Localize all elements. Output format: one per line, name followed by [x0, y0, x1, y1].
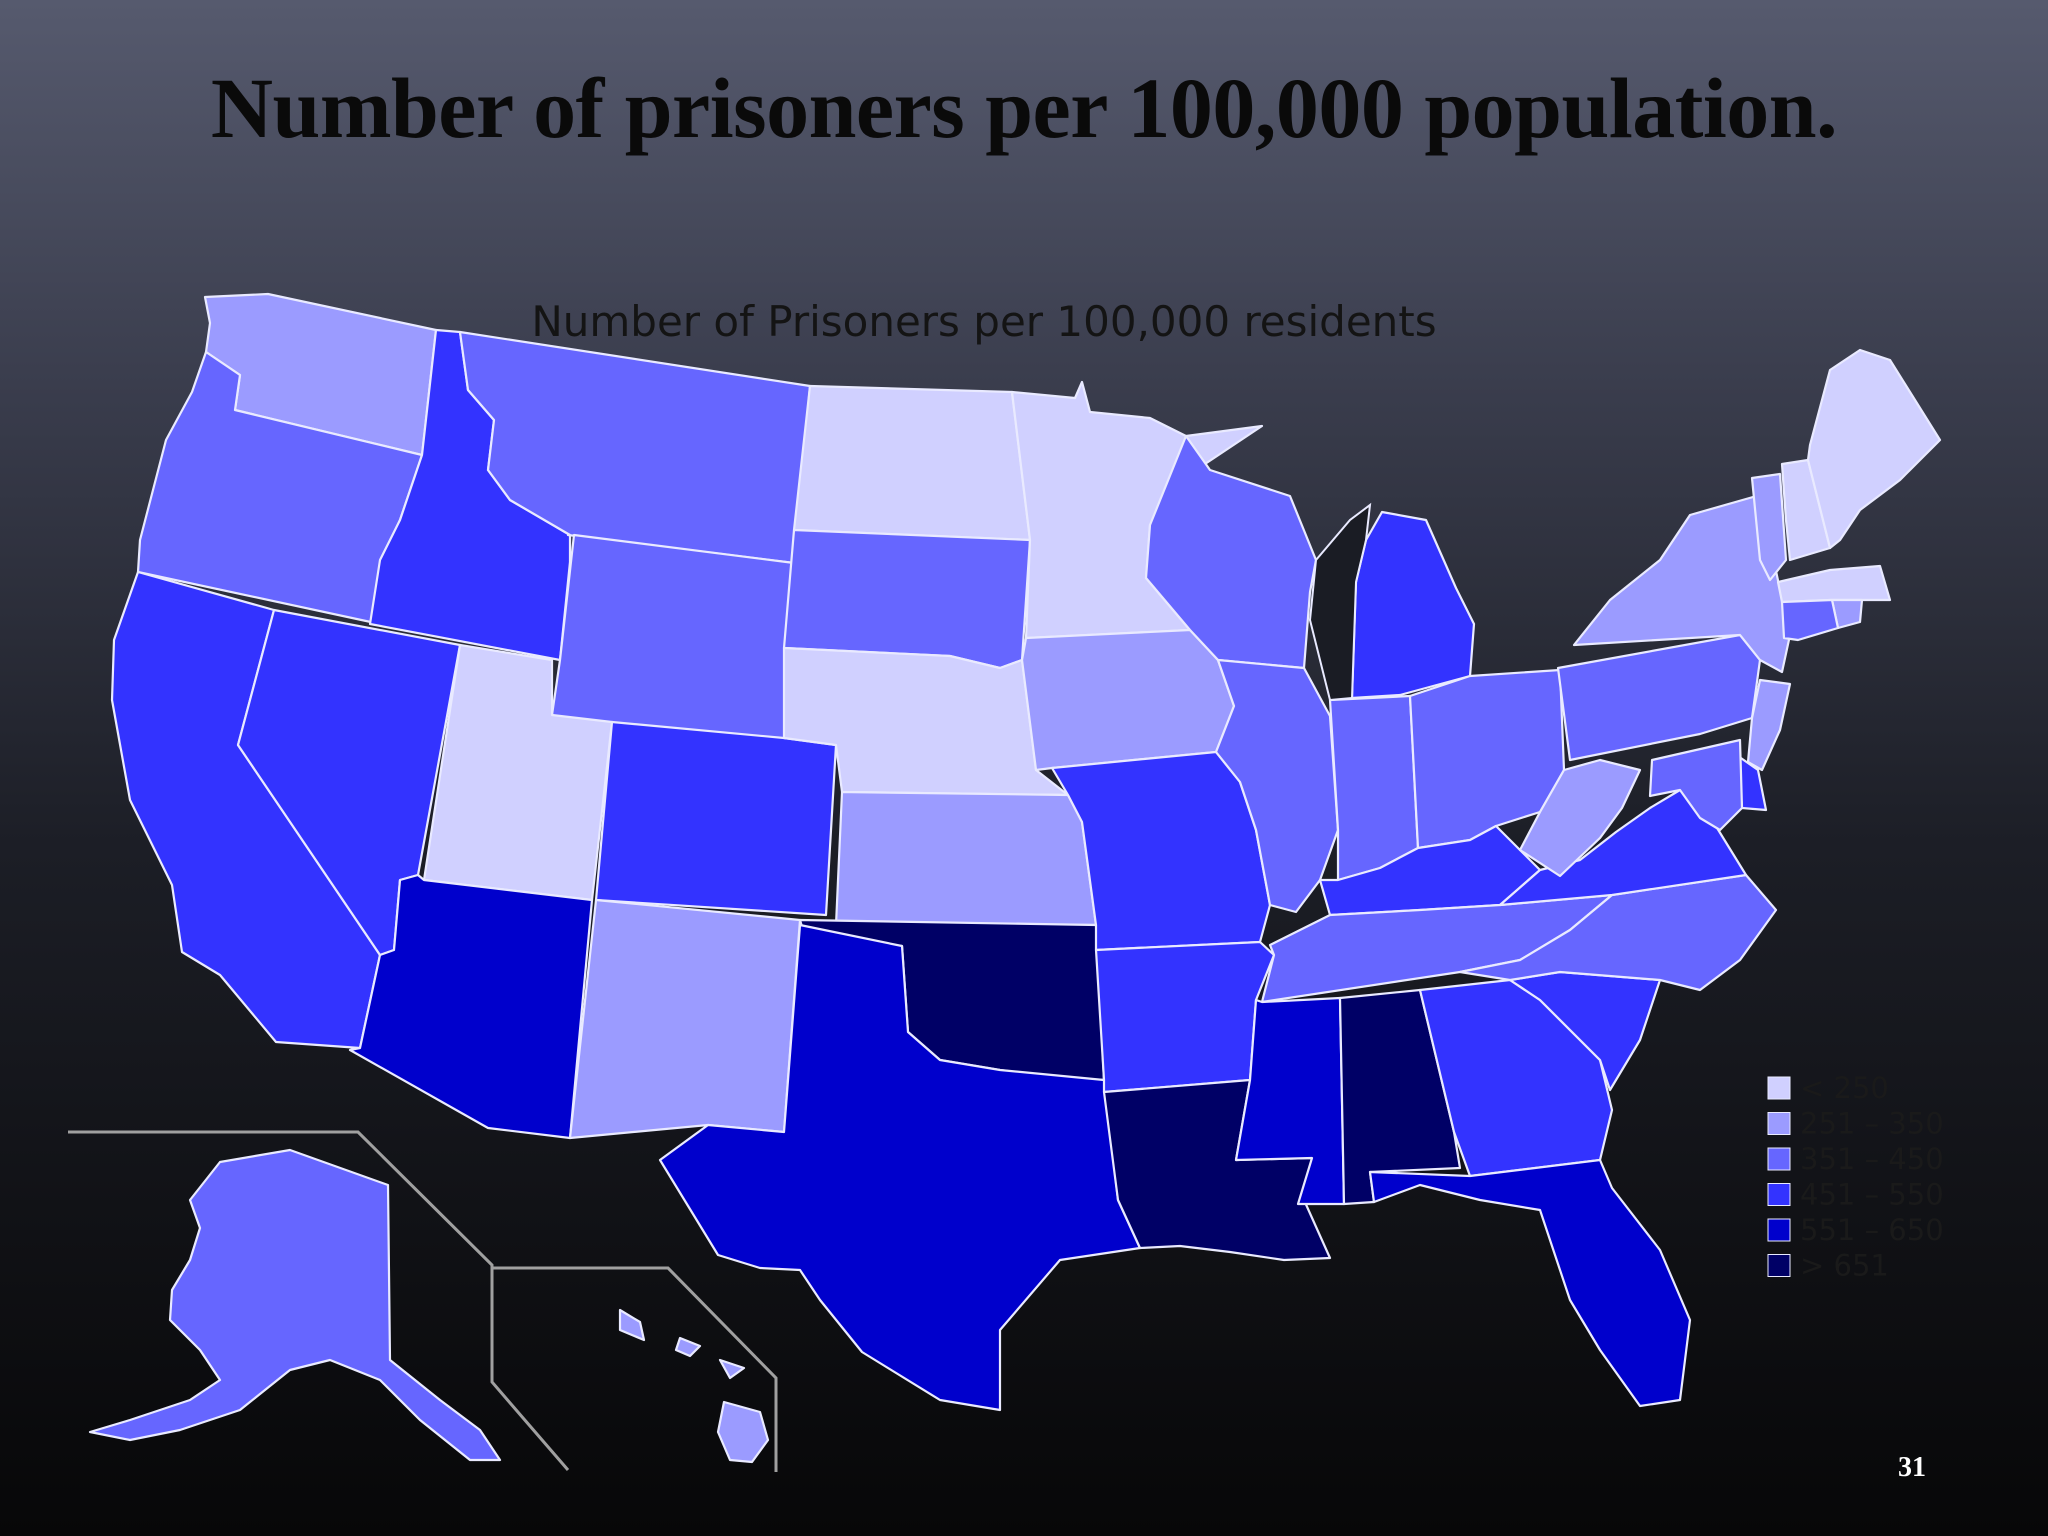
state-il — [1214, 658, 1340, 914]
state-sd — [782, 528, 1032, 670]
legend-swatch — [1767, 1076, 1791, 1100]
state-in — [1328, 694, 1420, 882]
legend-swatch — [1767, 1183, 1791, 1206]
state-nc — [1458, 873, 1778, 992]
alaska-inset-frame — [68, 1130, 570, 1471]
state-mi — [1350, 510, 1476, 700]
state-ks — [834, 790, 1098, 927]
state-ne — [782, 646, 1070, 797]
state-nm — [568, 898, 802, 1140]
hawaii-inset-frame — [492, 1266, 778, 1472]
states-layer — [88, 292, 1942, 1464]
state-co — [594, 720, 838, 917]
slide-number: 31 — [1898, 1452, 1926, 1483]
legend-label: < 250 — [1800, 1071, 1889, 1105]
legend-swatch — [1767, 1218, 1791, 1242]
state-nd — [792, 384, 1032, 542]
state-ar — [1094, 940, 1276, 1094]
state-az — [348, 873, 594, 1140]
state-hi — [618, 1308, 770, 1464]
legend-label: 251 – 350 — [1800, 1107, 1944, 1141]
state-ak — [88, 1148, 502, 1462]
state-fl — [1368, 1158, 1692, 1408]
lake-michigan — [1308, 502, 1372, 702]
state-md — [1648, 738, 1744, 832]
state-ma — [1776, 564, 1892, 604]
legend-label: 351 – 450 — [1800, 1142, 1944, 1176]
map-title: Number of Prisoners per 100,000 resident… — [531, 297, 1436, 346]
legend-swatch — [1767, 1254, 1791, 1277]
legend-swatch — [1767, 1112, 1791, 1135]
state-tx — [658, 923, 1142, 1412]
slide-title: Number of prisoners per 100,000 populati… — [210, 60, 1838, 156]
legend-label: 551 – 650 — [1800, 1213, 1944, 1247]
state-nh — [1780, 458, 1832, 562]
state-wv — [1518, 758, 1642, 878]
state-ia — [1020, 628, 1236, 772]
legend-swatch — [1767, 1147, 1791, 1171]
state-ct — [1780, 598, 1840, 642]
state-wi — [1144, 434, 1318, 670]
legend-label: > 651 — [1800, 1249, 1889, 1283]
legend-label: 451 – 550 — [1800, 1178, 1944, 1212]
state-me — [1806, 348, 1942, 550]
state-vt — [1750, 472, 1788, 582]
